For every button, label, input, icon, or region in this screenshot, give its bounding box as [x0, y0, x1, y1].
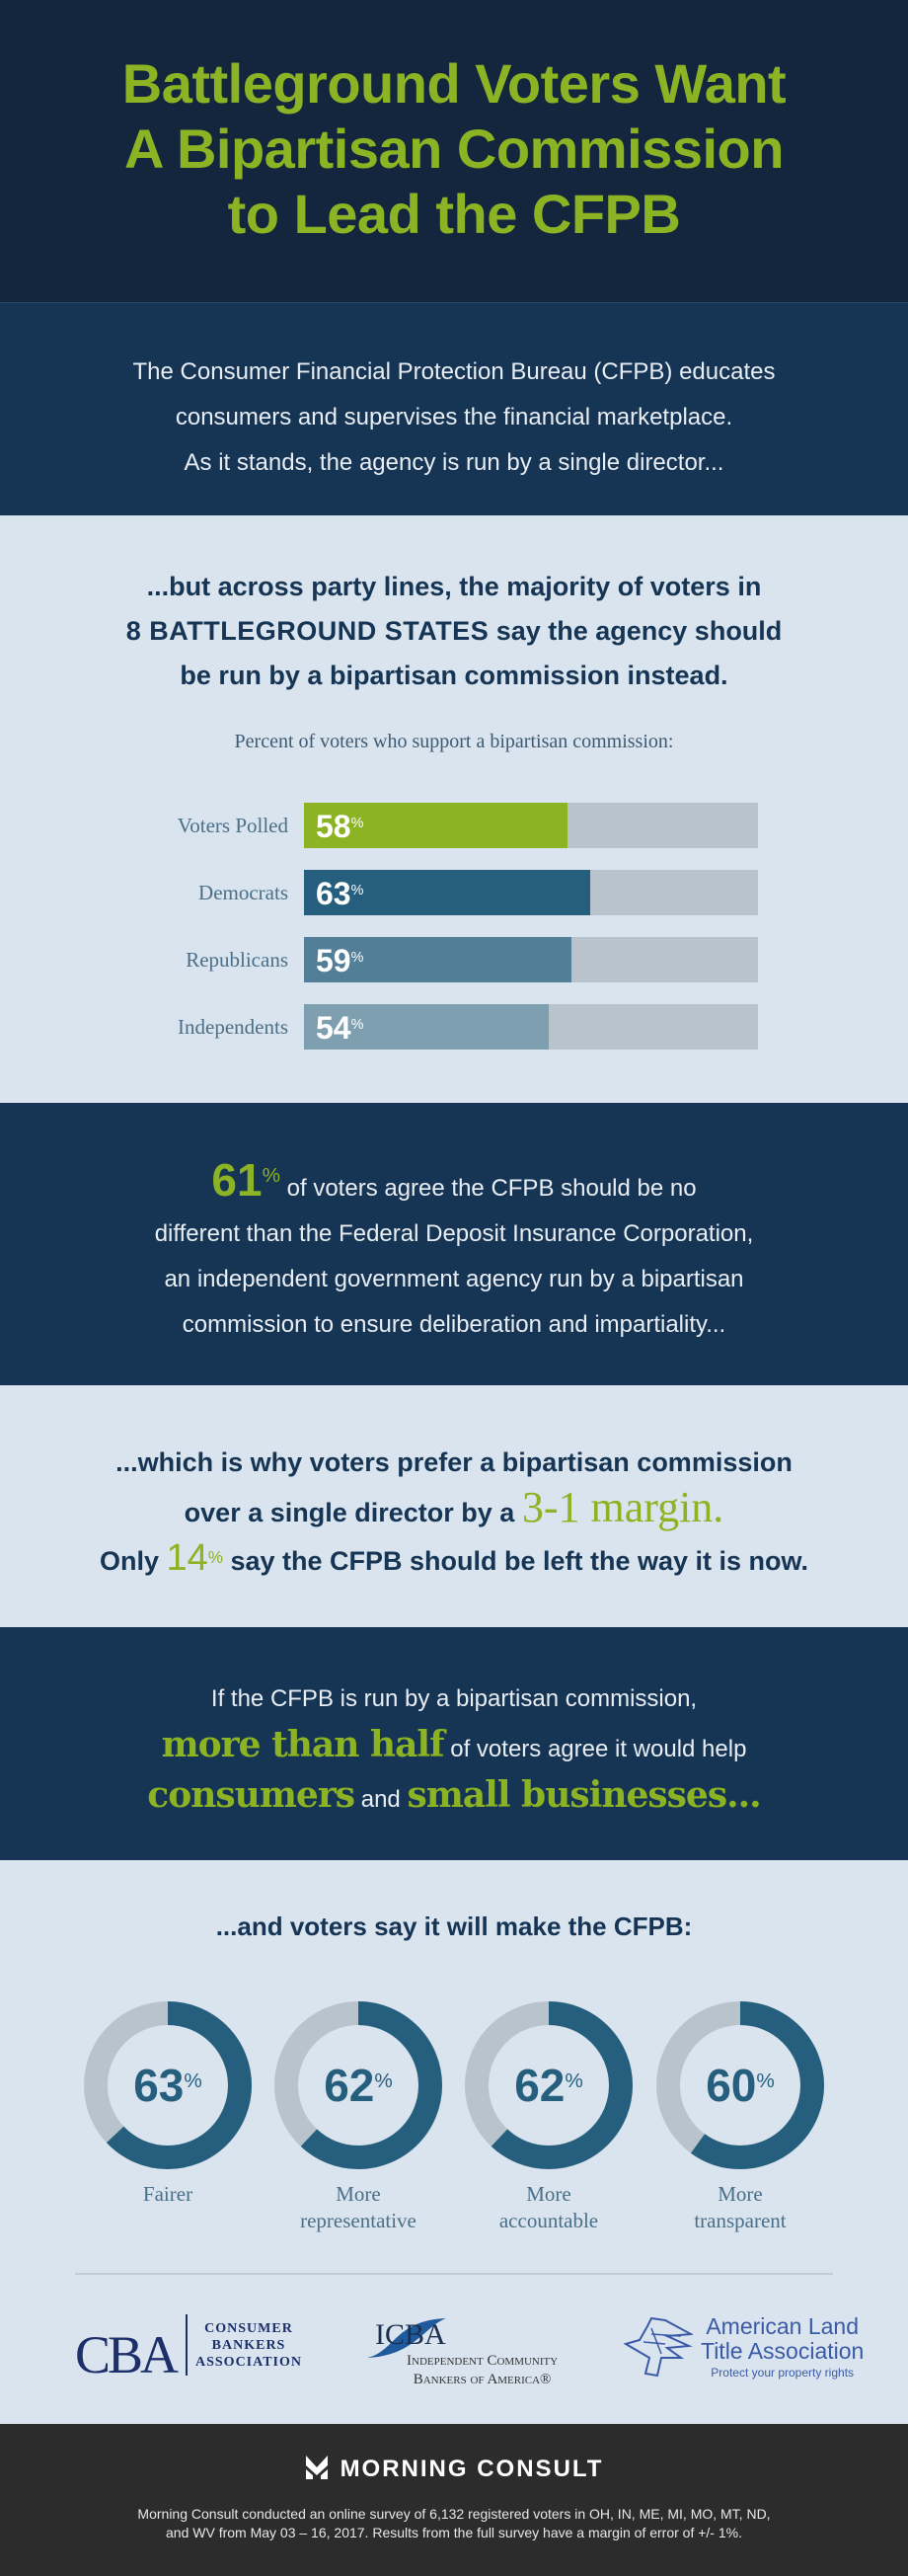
survey-methodology-note: Morning Consult conducted an online surv…: [137, 2506, 771, 2540]
fdic-percent: 61%: [211, 1154, 280, 1206]
help-text: If the CFPB is run by a bipartisan commi…: [147, 1685, 761, 1816]
make-section: ...and voters say it will make the CFPB:…: [0, 1860, 908, 2424]
bar-row: Democrats 63%: [0, 870, 908, 915]
donut-label: Fairer: [142, 2182, 193, 2206]
bar-fill: [304, 937, 572, 982]
donut-label: More accountable: [498, 2182, 599, 2232]
margin-text: ...which is why voters prefer a bipartis…: [99, 1447, 809, 1579]
bar-row: Voters Polled 58%: [0, 803, 908, 848]
support-chart-section: ...but across party lines, the majority …: [0, 515, 908, 1103]
donut-heading: ...and voters say it will make the CFPB:: [215, 1912, 693, 1941]
bar-fill: [304, 1004, 550, 1050]
donut-value-label: 62%: [324, 2060, 393, 2111]
donut-label: More transparent: [694, 2182, 787, 2232]
donut-fill: [465, 2001, 633, 2169]
morning-consult-brand: MORNING CONSULT: [0, 2456, 908, 2483]
cba-logo: CBA CONSUMER BANKERS ASSOCIATION: [75, 2314, 332, 2393]
donut-label: More representative: [300, 2182, 416, 2232]
page-title: Battleground Voters Want A Bipartisan Co…: [121, 52, 787, 245]
bar-fill: [304, 870, 590, 915]
bar-label: Voters Polled: [177, 814, 288, 837]
bar-label: Democrats: [198, 881, 288, 904]
header-section: Battleground Voters Want A Bipartisan Co…: [0, 0, 908, 302]
fdic-text: 61% of voters agree the CFPB should be n…: [154, 1154, 754, 1338]
donut: 62%: [269, 1996, 447, 2174]
donut: 63%: [79, 1996, 257, 2174]
divider: [75, 2273, 833, 2275]
icba-wave-icon: [367, 2318, 446, 2358]
eagle-icon: [623, 2316, 693, 2378]
alta-logo: American Land Title Association Protect y…: [622, 2314, 864, 2393]
margin-highlight: 3-1 margin.: [521, 1483, 724, 1531]
help-section: If the CFPB is run by a bipartisan commi…: [0, 1627, 908, 1860]
bar-value-label: 54%: [316, 1010, 364, 1046]
donut: 60%: [651, 1996, 829, 2174]
bar-fill: [304, 803, 568, 848]
icba-logo: ICBA Independent Community Bankers of Ame…: [365, 2314, 572, 2393]
bar-track: 54%: [304, 1004, 758, 1050]
bar-value-label: 58%: [316, 809, 364, 844]
bar-track: 59%: [304, 937, 758, 982]
donut: 62%: [460, 1996, 638, 2174]
donut-fill: [656, 2001, 824, 2169]
donut-value-label: 60%: [706, 2060, 775, 2111]
percent-14: 14%: [166, 1537, 223, 1579]
donut-value-label: 63%: [133, 2060, 202, 2111]
chart-subtitle: Percent of voters who support a bipartis…: [234, 731, 674, 752]
bar-track: 63%: [304, 870, 758, 915]
margin-section: ...which is why voters prefer a bipartis…: [0, 1385, 908, 1627]
footer: MORNING CONSULT Morning Consult conducte…: [0, 2424, 908, 2576]
bar-label: Independents: [178, 1015, 288, 1039]
donut-fill: [274, 2001, 442, 2169]
bar-label: Republicans: [186, 948, 288, 972]
bar-track: 58%: [304, 803, 758, 848]
battleground-highlight: 8 BATTLEGROUND STATES: [125, 616, 490, 646]
intro-section: The Consumer Financial Protection Bureau…: [0, 302, 908, 515]
donut-fill: [84, 2001, 252, 2169]
bar-value-label: 59%: [316, 943, 364, 978]
fdic-section: 61% of voters agree the CFPB should be n…: [0, 1103, 908, 1385]
morning-consult-logo-icon: [305, 2456, 328, 2479]
donut-value-label: 62%: [514, 2060, 583, 2111]
bar-row: Republicans 59%: [0, 937, 908, 982]
bar-row: Independents 54%: [0, 1004, 908, 1050]
lead-text: ...but across party lines, the majority …: [125, 572, 783, 690]
intro-text: The Consumer Financial Protection Bureau…: [132, 358, 776, 476]
bar-value-label: 63%: [316, 876, 364, 911]
